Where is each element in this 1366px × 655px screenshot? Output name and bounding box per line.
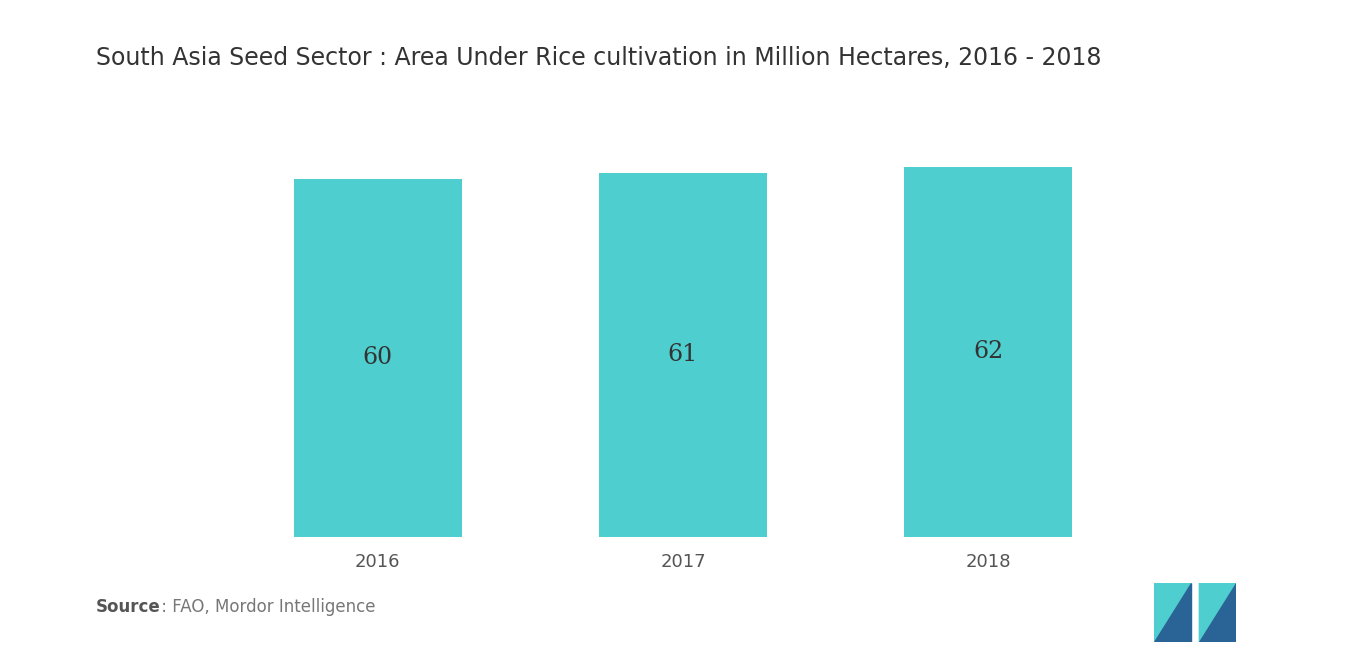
- Polygon shape: [1154, 583, 1191, 642]
- Text: South Asia Seed Sector : Area Under Rice cultivation in Million Hectares, 2016 -: South Asia Seed Sector : Area Under Rice…: [96, 46, 1101, 70]
- Text: 62: 62: [973, 341, 1004, 364]
- Text: : FAO, Mordor Intelligence: : FAO, Mordor Intelligence: [156, 598, 376, 616]
- Text: 60: 60: [362, 346, 392, 369]
- Polygon shape: [1154, 583, 1191, 642]
- Text: 61: 61: [668, 343, 698, 366]
- Text: Source: Source: [96, 598, 160, 616]
- Bar: [904, 167, 1072, 537]
- Polygon shape: [1199, 583, 1236, 642]
- Bar: [600, 173, 766, 537]
- Bar: [294, 179, 462, 537]
- Polygon shape: [1199, 583, 1236, 642]
